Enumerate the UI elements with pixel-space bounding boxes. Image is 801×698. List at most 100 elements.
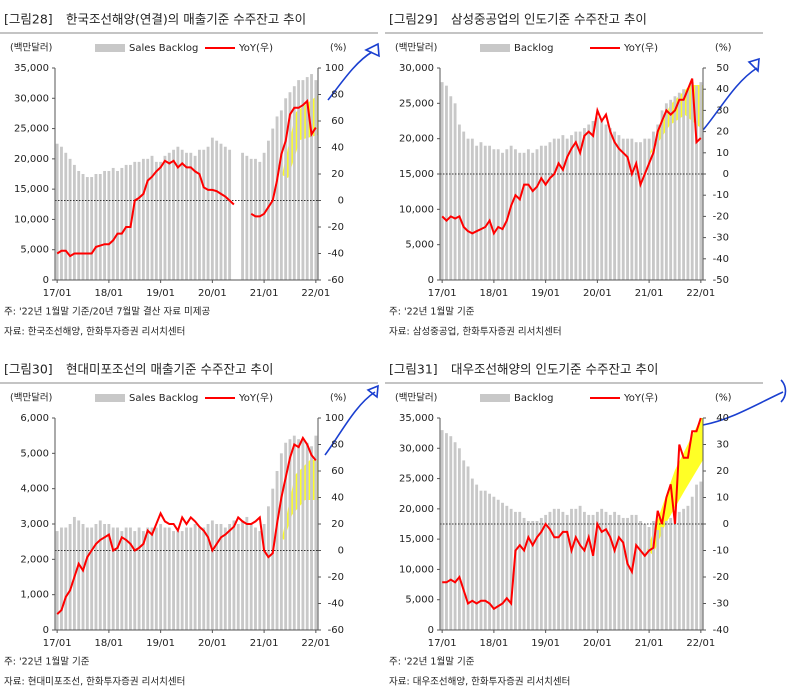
bar (501, 502, 504, 630)
x-tick-label: 19/01 (146, 288, 175, 299)
bar (305, 77, 309, 280)
y2-tick-label: -60 (328, 275, 344, 286)
bar (129, 527, 132, 630)
bar (570, 508, 573, 630)
bar (643, 524, 647, 630)
bar (245, 516, 249, 630)
bar (258, 531, 262, 630)
bar (284, 98, 288, 281)
bar (301, 80, 305, 280)
y-tick-label: 5,000 (20, 245, 49, 256)
bar (266, 506, 270, 630)
bar (271, 488, 275, 630)
bar (185, 527, 188, 630)
y2-tick-label: 20 (716, 127, 729, 138)
bar (120, 531, 124, 630)
y2-tick-label: -20 (713, 572, 729, 583)
bar (90, 177, 94, 280)
bar (514, 149, 517, 280)
bar (111, 527, 115, 630)
bar (154, 527, 158, 630)
bar (664, 520, 668, 630)
bar (449, 96, 453, 281)
y2-tick-label: 20 (716, 466, 729, 477)
bar (565, 138, 569, 280)
bar (475, 484, 479, 630)
y2-tick-label: 30 (716, 440, 729, 451)
source: 자료: 대우조선해양, 한화투자증권 리서치센터 (389, 676, 570, 688)
bar (531, 152, 535, 280)
y-tick-label: 25,000 (399, 98, 434, 109)
y2-tick-label: -20 (328, 222, 344, 233)
bar (570, 135, 573, 280)
bar (647, 527, 651, 630)
chart-title: 현대미포조선의 매출기준 수주잔고 추이 (66, 362, 273, 377)
y-tick-label: 5,000 (20, 448, 49, 459)
x-tick-label: 17/01 (428, 288, 457, 299)
bar (262, 524, 266, 630)
bar (146, 527, 150, 630)
chart-title: 대우조선해양의 인도기준 수주잔고 추이 (451, 362, 658, 377)
bar (587, 514, 591, 630)
bar (501, 152, 504, 280)
y-tick-label: 3,000 (20, 519, 49, 530)
bar (124, 527, 128, 630)
bar (172, 531, 175, 630)
bar (120, 167, 124, 280)
bar (583, 511, 586, 630)
bar (314, 435, 318, 630)
y2-tick-label: 0 (723, 169, 729, 180)
bar (544, 145, 548, 280)
bar (591, 514, 595, 630)
legend-swatch (480, 394, 510, 402)
bar (669, 99, 673, 280)
bar (695, 484, 698, 630)
y-tick-label: 10,000 (399, 564, 434, 575)
y2-axis-label: (%) (330, 393, 346, 404)
bar (457, 448, 461, 630)
bar (262, 152, 266, 280)
bar (90, 527, 94, 630)
bar (271, 128, 275, 280)
bar (445, 433, 448, 630)
bar (682, 508, 686, 630)
y2-tick-label: -10 (713, 546, 729, 557)
bar (535, 149, 539, 280)
figure-label: [그림29] (389, 12, 438, 27)
bar (185, 152, 188, 280)
bar (254, 527, 257, 630)
pen-mark (324, 384, 379, 456)
bar (682, 89, 686, 280)
bar (587, 124, 591, 281)
x-tick-label: 17/01 (43, 638, 72, 649)
bar (673, 96, 677, 281)
x-tick-label: 20/01 (583, 288, 612, 299)
figure-label: [그림30] (4, 362, 53, 377)
bar (219, 524, 223, 630)
pen-mark (702, 379, 787, 426)
bar (531, 520, 535, 630)
bar (301, 439, 305, 630)
bar (578, 505, 582, 630)
bar (565, 514, 569, 630)
bar (509, 508, 513, 630)
y2-tick-label: -60 (328, 625, 344, 636)
bar (68, 524, 72, 630)
y2-tick-label: 100 (325, 413, 344, 424)
bar (167, 152, 171, 280)
bar (215, 524, 219, 630)
bar (266, 140, 270, 280)
y-tick-label: 30,000 (14, 93, 49, 104)
bar (505, 149, 509, 280)
x-tick-label: 21/01 (250, 288, 279, 299)
bar (68, 158, 72, 280)
bar (249, 158, 253, 280)
y2-tick-label: 20 (331, 169, 344, 180)
y2-tick-label: -50 (713, 275, 729, 286)
bar (297, 439, 301, 630)
bar (604, 124, 608, 281)
x-tick-label: 19/01 (531, 288, 560, 299)
bar (686, 505, 690, 630)
bar (522, 152, 526, 280)
bar (608, 128, 612, 280)
